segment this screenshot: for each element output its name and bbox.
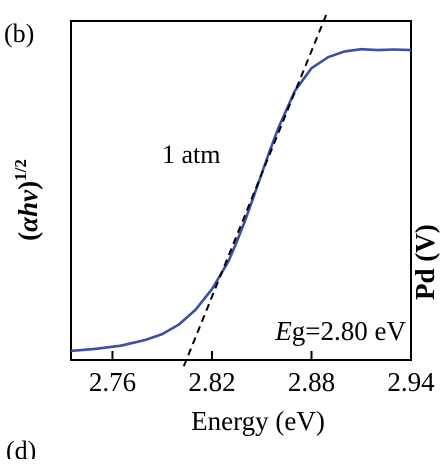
series-layer bbox=[70, 13, 412, 367]
bandgap-annotation: Eg=2.80 eV bbox=[274, 316, 406, 346]
x-tick-label: 2.76 bbox=[89, 367, 136, 397]
plot-frame bbox=[70, 20, 412, 361]
x-ticks: 2.76 2.82 2.88 2.94 bbox=[89, 351, 435, 397]
condition-annotation: 1 atm bbox=[162, 140, 221, 169]
bandgap-symbol: E bbox=[274, 316, 292, 346]
y-axis-exponent: 1/2 bbox=[11, 159, 30, 181]
x-tick-label: 2.88 bbox=[288, 367, 335, 397]
right-panel-label-fragment: Pd (V) bbox=[410, 224, 440, 300]
panel-label-d: (d) bbox=[6, 436, 36, 459]
x-tick-label: 2.82 bbox=[188, 367, 235, 397]
absorption-curve bbox=[70, 47, 412, 353]
x-axis-label: Energy (eV) bbox=[191, 406, 325, 436]
y-axis-label: (αhν)1/2 bbox=[11, 159, 43, 241]
tangent-fit-line bbox=[182, 13, 328, 367]
bandgap-value: g=2.80 eV bbox=[292, 316, 407, 346]
x-tick-label: 2.94 bbox=[387, 367, 435, 397]
panel-label-b: (b) bbox=[4, 19, 34, 48]
